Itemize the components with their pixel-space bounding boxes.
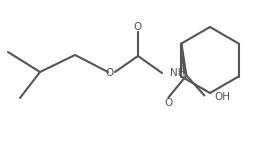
Text: OH: OH xyxy=(214,93,230,102)
Text: O: O xyxy=(164,98,173,107)
Text: O: O xyxy=(134,22,142,32)
Text: NH: NH xyxy=(170,68,186,78)
Text: O: O xyxy=(106,68,114,78)
